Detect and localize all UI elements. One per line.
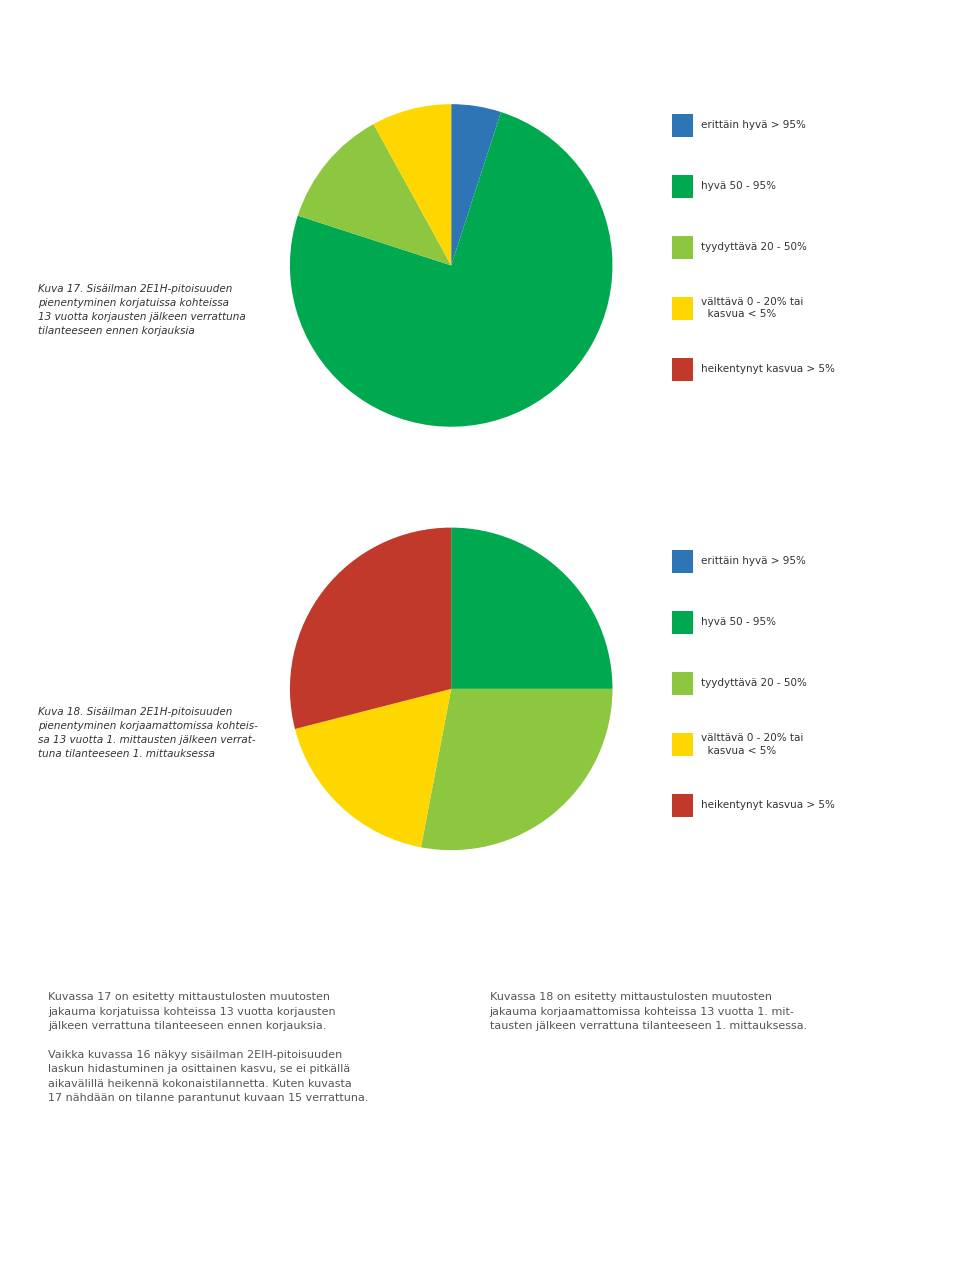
Text: välttävä 0 - 20% tai
  kasvua < 5%: välttävä 0 - 20% tai kasvua < 5% bbox=[701, 297, 804, 320]
Wedge shape bbox=[373, 104, 451, 265]
Wedge shape bbox=[421, 689, 612, 851]
Text: hyvä 50 - 95%: hyvä 50 - 95% bbox=[701, 617, 776, 627]
Text: Kuva 18. Sisäilman 2E1H-pitoisuuden
pienentyminen korjaamattomissa kohteis-
sa 1: Kuva 18. Sisäilman 2E1H-pitoisuuden pien… bbox=[38, 707, 258, 760]
Text: tyydyttävä 20 - 50%: tyydyttävä 20 - 50% bbox=[701, 243, 806, 253]
Wedge shape bbox=[451, 104, 501, 265]
Wedge shape bbox=[290, 527, 451, 729]
Text: hyvä 50 - 95%: hyvä 50 - 95% bbox=[701, 181, 776, 191]
Wedge shape bbox=[451, 527, 612, 689]
Text: KORJATTUJEN LATTIARAKENTEIDEN PITKÄAIKAISSEURANTA: KORJATTUJEN LATTIARAKENTEIDEN PITKÄAIKAI… bbox=[330, 1227, 630, 1240]
Wedge shape bbox=[295, 689, 451, 847]
Text: Kuva 17. Sisäilman 2E1H-pitoisuuden
pienentyminen korjatuissa kohteissa
13 vuott: Kuva 17. Sisäilman 2E1H-pitoisuuden pien… bbox=[38, 283, 246, 336]
Text: erittäin hyvä > 95%: erittäin hyvä > 95% bbox=[701, 556, 805, 566]
Text: Kuvassa 17 on esitetty mittaustulosten muutosten
jakauma korjatuissa kohteissa 1: Kuvassa 17 on esitetty mittaustulosten m… bbox=[48, 992, 369, 1103]
Text: heikentynyt kasvua > 5%: heikentynyt kasvua > 5% bbox=[701, 800, 834, 810]
Wedge shape bbox=[298, 124, 451, 265]
Text: 17: 17 bbox=[912, 1226, 931, 1241]
Text: erittäin hyvä > 95%: erittäin hyvä > 95% bbox=[701, 120, 805, 130]
Text: heikentynyt kasvua > 5%: heikentynyt kasvua > 5% bbox=[701, 364, 834, 374]
Text: Kuvassa 18 on esitetty mittaustulosten muutosten
jakauma korjaamattomissa kohtei: Kuvassa 18 on esitetty mittaustulosten m… bbox=[490, 992, 806, 1031]
Text: tyydyttävä 20 - 50%: tyydyttävä 20 - 50% bbox=[701, 679, 806, 689]
Text: välttävä 0 - 20% tai
  kasvua < 5%: välttävä 0 - 20% tai kasvua < 5% bbox=[701, 733, 804, 756]
Wedge shape bbox=[290, 112, 612, 427]
